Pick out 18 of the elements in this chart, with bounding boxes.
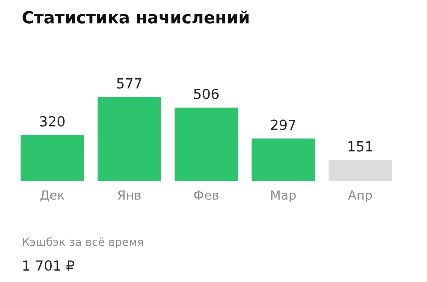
- bar: [96, 96, 163, 182]
- text: Кэшбэк за всё время: [23, 238, 144, 248]
- bar: [327, 158, 394, 182]
- x-tick-label: Апр: [348, 190, 372, 202]
- x-tick-label: Дек: [40, 190, 65, 202]
- data-label: 151: [348, 142, 372, 152]
- x-tick-label: Фев: [194, 190, 219, 200]
- text: 1 701 ₽: [24, 260, 75, 272]
- chart-title: Статистика начислений: [22, 10, 249, 24]
- data-label: 297: [271, 120, 296, 130]
- data-label: 320: [40, 116, 65, 127]
- bar: [19, 134, 86, 182]
- bar: [250, 137, 317, 182]
- data-label: 506: [194, 88, 219, 100]
- bar: [173, 106, 240, 182]
- data-label: 577: [117, 78, 142, 89]
- x-tick-label: Мар: [272, 190, 296, 202]
- x-tick-label: Янв: [118, 190, 141, 200]
